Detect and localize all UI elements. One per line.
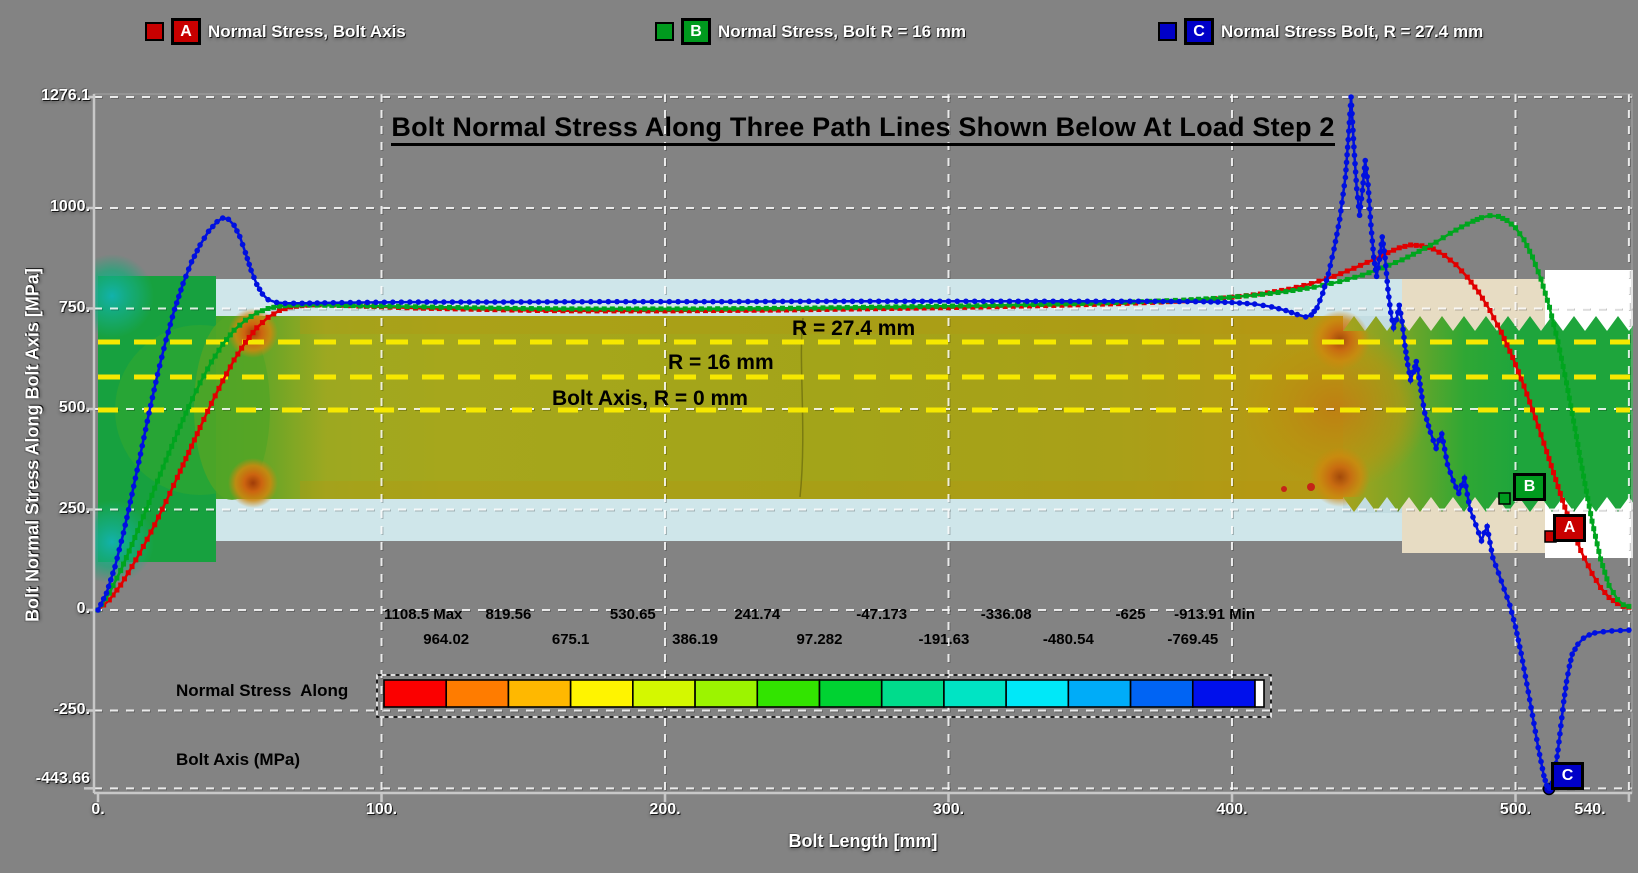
path-label-r16: R = 16 mm <box>668 351 774 374</box>
colorbar-segment[interactable] <box>569 679 634 708</box>
path-label-axis: Bolt Axis, R = 0 mm <box>552 387 748 410</box>
colorbar-value-label: -913.91 Min <box>1174 606 1255 623</box>
legend-badge-B: B <box>681 18 711 45</box>
y-tick-label: 1000. <box>49 198 90 215</box>
bolt-shank <box>216 316 1343 499</box>
colorbar-value-label: 530.65 <box>609 606 656 623</box>
y-tick-label: 0. <box>76 600 90 617</box>
chart-badge-A: A <box>1553 514 1586 542</box>
y-axis-title: Bolt Normal Stress Along Bolt Axis [MPa] <box>22 268 43 622</box>
colorbar-value-label: -769.45 <box>1167 631 1219 648</box>
legend-label: Normal Stress Bolt, R = 27.4 mm <box>1221 21 1484 41</box>
colorbar-segment[interactable] <box>694 679 759 708</box>
colorbar-segment[interactable] <box>632 679 696 708</box>
legend-label: Normal Stress, Bolt Axis <box>208 21 406 41</box>
axes-frame <box>84 93 1633 802</box>
colorbar-segment[interactable] <box>1067 679 1132 708</box>
colorbar-caption-line1: Normal Stress Along <box>176 681 349 700</box>
colorbar-value-label: 386.19 <box>672 631 718 648</box>
series-curves <box>95 94 1632 792</box>
colorbar-value-label: 819.56 <box>485 606 532 623</box>
x-tick-label: 0. <box>91 801 105 818</box>
legend-swatch-A <box>145 22 164 41</box>
colorbar-segment[interactable] <box>507 679 572 708</box>
y-tick-label: 1276.1 <box>41 87 90 104</box>
colorbar-segment[interactable] <box>445 679 510 708</box>
colorbar-value-label: 241.74 <box>734 606 781 623</box>
thread-teeth-bottom <box>1343 497 1633 512</box>
colorbar-segment[interactable] <box>756 679 821 708</box>
bolt-contour-image <box>94 254 1633 584</box>
legend-label: Normal Stress, Bolt R = 16 mm <box>718 21 967 41</box>
legend-badge-C: C <box>1184 18 1214 45</box>
colorbar-segment[interactable] <box>1191 679 1256 708</box>
series-markers-C <box>95 94 1632 792</box>
x-tick-label: 200. <box>649 801 681 818</box>
colorbar-segment[interactable] <box>818 679 883 708</box>
chart-title: Bolt Normal Stress Along Three Path Line… <box>94 112 1632 146</box>
colorbar-value-label: 964.02 <box>423 631 470 648</box>
y-tick-label: 750. <box>58 298 90 316</box>
colorbar-value-label: -191.63 <box>918 631 970 648</box>
colorbar-value-label: 1108.5 Max <box>384 606 463 623</box>
colorbar-value-label: 675.1 <box>551 631 590 648</box>
colorbar-segment[interactable] <box>880 679 945 708</box>
colorbar-segment[interactable] <box>943 679 1007 708</box>
legend-item-A[interactable]: A Normal Stress, Bolt Axis <box>145 18 406 45</box>
colorbar-caption: Normal Stress Along Bolt Axis (MPa) <box>176 633 348 817</box>
lower-plate <box>216 499 1402 541</box>
colorbar-value-label: -480.54 <box>1042 631 1094 648</box>
colorbar-value-label: -625 <box>1115 606 1146 623</box>
x-tick-label: 100. <box>365 801 398 818</box>
x-axis-title: Bolt Length [mm] <box>788 831 938 851</box>
gridlines <box>94 94 1633 794</box>
y-tick-label: 250. <box>58 499 90 517</box>
x-tick-label: 400. <box>1216 801 1248 818</box>
mesh-seam <box>799 317 804 498</box>
colorbar-value-label: -47.173 <box>856 606 908 623</box>
y-tick-label: -250. <box>53 700 90 718</box>
colorbar-caption-line2: Bolt Axis (MPa) <box>176 750 301 769</box>
y-tick-label: 500. <box>58 399 90 416</box>
colorbar-segment[interactable] <box>1129 679 1194 708</box>
x-tick-label: 500. <box>1499 801 1532 818</box>
x-tick-label: 540. <box>1574 801 1606 818</box>
colorbar-segment[interactable] <box>1005 679 1070 708</box>
legend-swatch-B <box>655 22 674 41</box>
colorbar[interactable] <box>376 674 1272 718</box>
y-tick-label: -443.66 <box>35 770 90 787</box>
path-label-r27: R = 27.4 mm <box>792 317 916 340</box>
legend-item-B[interactable]: B Normal Stress, Bolt R = 16 mm <box>655 18 966 45</box>
chart-badge-C: C <box>1551 762 1584 790</box>
colorbar-value-label: 97.282 <box>796 631 843 648</box>
colorbar-segment[interactable] <box>383 679 448 708</box>
legend-badge-A: A <box>171 18 201 45</box>
path-lines <box>98 339 1630 413</box>
chart-badge-B: B <box>1513 473 1546 501</box>
legend-swatch-C <box>1158 22 1177 41</box>
colorbar-value-label: -336.08 <box>980 606 1032 623</box>
legend-item-C[interactable]: C Normal Stress Bolt, R = 27.4 mm <box>1158 18 1483 45</box>
x-tick-label: 300. <box>932 801 965 818</box>
thread-teeth-top <box>1343 316 1633 331</box>
